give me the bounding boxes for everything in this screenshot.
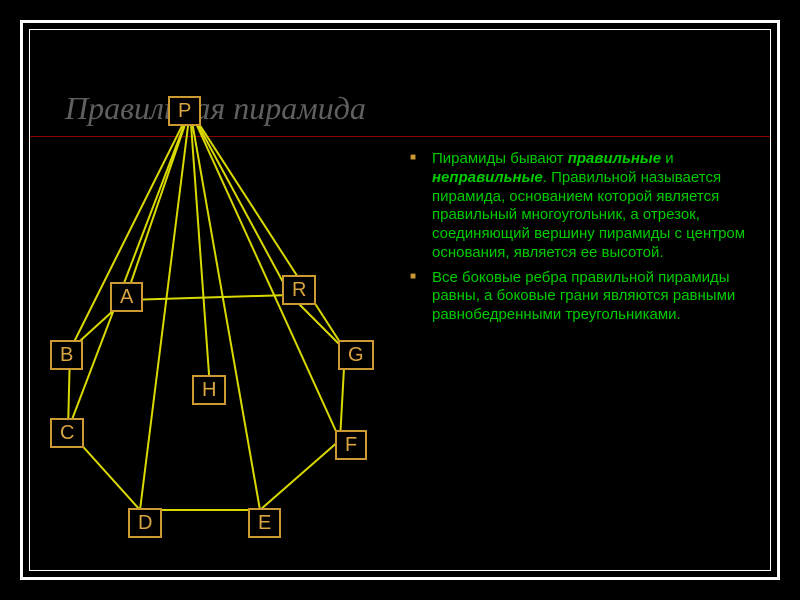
bullet-text: и xyxy=(661,150,674,167)
pyramid-svg xyxy=(40,60,410,560)
bullet-item: Пирамиды бывают правильные и неправильны… xyxy=(410,150,755,263)
vertex-label-H: H xyxy=(192,375,226,405)
vertex-label-F: F xyxy=(335,430,367,460)
vertex-label-D: D xyxy=(128,508,162,538)
vertex-label-B: B xyxy=(50,340,83,370)
vertex-label-A: A xyxy=(110,282,143,312)
vertex-label-R: R xyxy=(282,275,316,305)
body-text: Пирамиды бывают правильные и неправильны… xyxy=(410,150,755,331)
bullet-emph: правильные xyxy=(568,150,661,167)
bullet-emph: неправильные xyxy=(432,169,543,186)
pyramid-diagram: P AB C D E F G R H xyxy=(40,60,410,560)
vertex-label-C: C xyxy=(50,418,84,448)
bullet-item: Все боковые ребра правильной пирамиды ра… xyxy=(410,269,755,325)
vertex-label-G: G xyxy=(338,340,374,370)
bullet-text: Все боковые ребра правильной пирамиды ра… xyxy=(432,269,735,324)
vertex-label-P: P xyxy=(168,96,201,126)
vertex-label-E: E xyxy=(248,508,281,538)
bullet-text: Пирамиды бывают xyxy=(432,150,568,167)
